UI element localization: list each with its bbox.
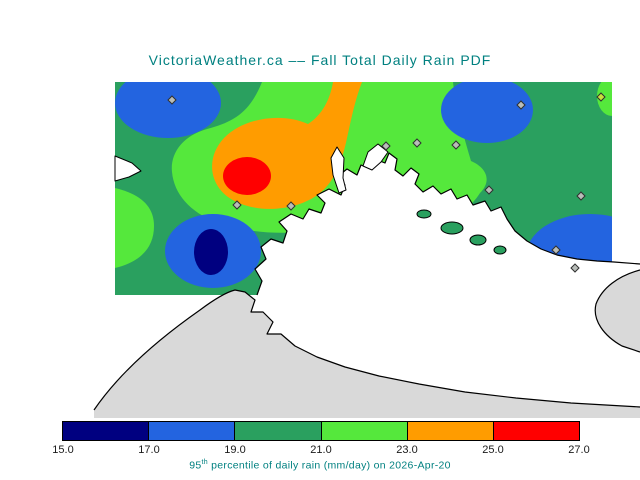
contour-15-17-minimum (194, 229, 228, 275)
station-markers (167, 92, 606, 273)
caption-text: percentile of daily rain (mm/day) on 202… (207, 459, 451, 472)
colorbar-tick-label: 21.0 (310, 444, 332, 456)
station-marker (451, 140, 461, 150)
contour-25-27-core (223, 157, 271, 195)
island-1 (440, 221, 464, 235)
station-marker (596, 92, 606, 102)
station-marker (286, 201, 296, 211)
olympic-peninsula-coastline (93, 289, 640, 411)
station-marker (516, 100, 526, 110)
colorbar-tick-label: 27.0 (568, 444, 590, 456)
station-marker (576, 191, 586, 201)
colorbar-segment (235, 422, 322, 440)
station-marker (570, 263, 580, 273)
station-marker (167, 95, 177, 105)
colorbar-tick-label: 17.0 (138, 444, 160, 456)
island-4 (493, 245, 507, 255)
colorbar-tick-label: 23.0 (396, 444, 418, 456)
contour-17-19-northwest (115, 82, 221, 138)
station-marker (412, 138, 422, 148)
colorbar-segment (63, 422, 150, 440)
colorbar (62, 421, 580, 441)
colorbar-tick-label: 19.0 (224, 444, 246, 456)
colorbar-segment (407, 422, 494, 440)
island-coastline (254, 152, 640, 296)
contour-17-19-northeast (441, 82, 533, 143)
page-title: VictoriaWeather.ca –– Fall Total Daily R… (148, 52, 492, 68)
colorbar-segment (321, 422, 408, 440)
caption-ordinal: th (201, 459, 208, 466)
contour-21-23-west-band (115, 188, 154, 268)
island-3 (416, 209, 432, 219)
colorbar-tick-label: 25.0 (482, 444, 504, 456)
southeast-land-lobe (595, 270, 640, 352)
east-channel (362, 143, 389, 171)
station-marker (484, 185, 494, 195)
station-marker (381, 141, 391, 151)
west-inlet-notch (114, 155, 142, 182)
colorbar-tick-label: 15.0 (52, 444, 74, 456)
caption-number: 95 (189, 459, 202, 472)
colorbar-segment (493, 422, 580, 440)
colorbar-segment (149, 422, 236, 440)
contour-21-23-east-edge (597, 82, 612, 116)
island-2 (469, 234, 487, 246)
station-marker (551, 245, 561, 255)
olympic-peninsula-land (94, 290, 640, 418)
southeast-land-coastline (594, 269, 640, 353)
caption: 95th percentile of daily rain (mm/day) o… (0, 459, 640, 472)
colorbar-ticks: 15.0 17.0 19.0 21.0 23.0 25.0 27.0 (52, 444, 589, 458)
station-marker (232, 200, 242, 210)
saanich-inlet (330, 146, 347, 194)
